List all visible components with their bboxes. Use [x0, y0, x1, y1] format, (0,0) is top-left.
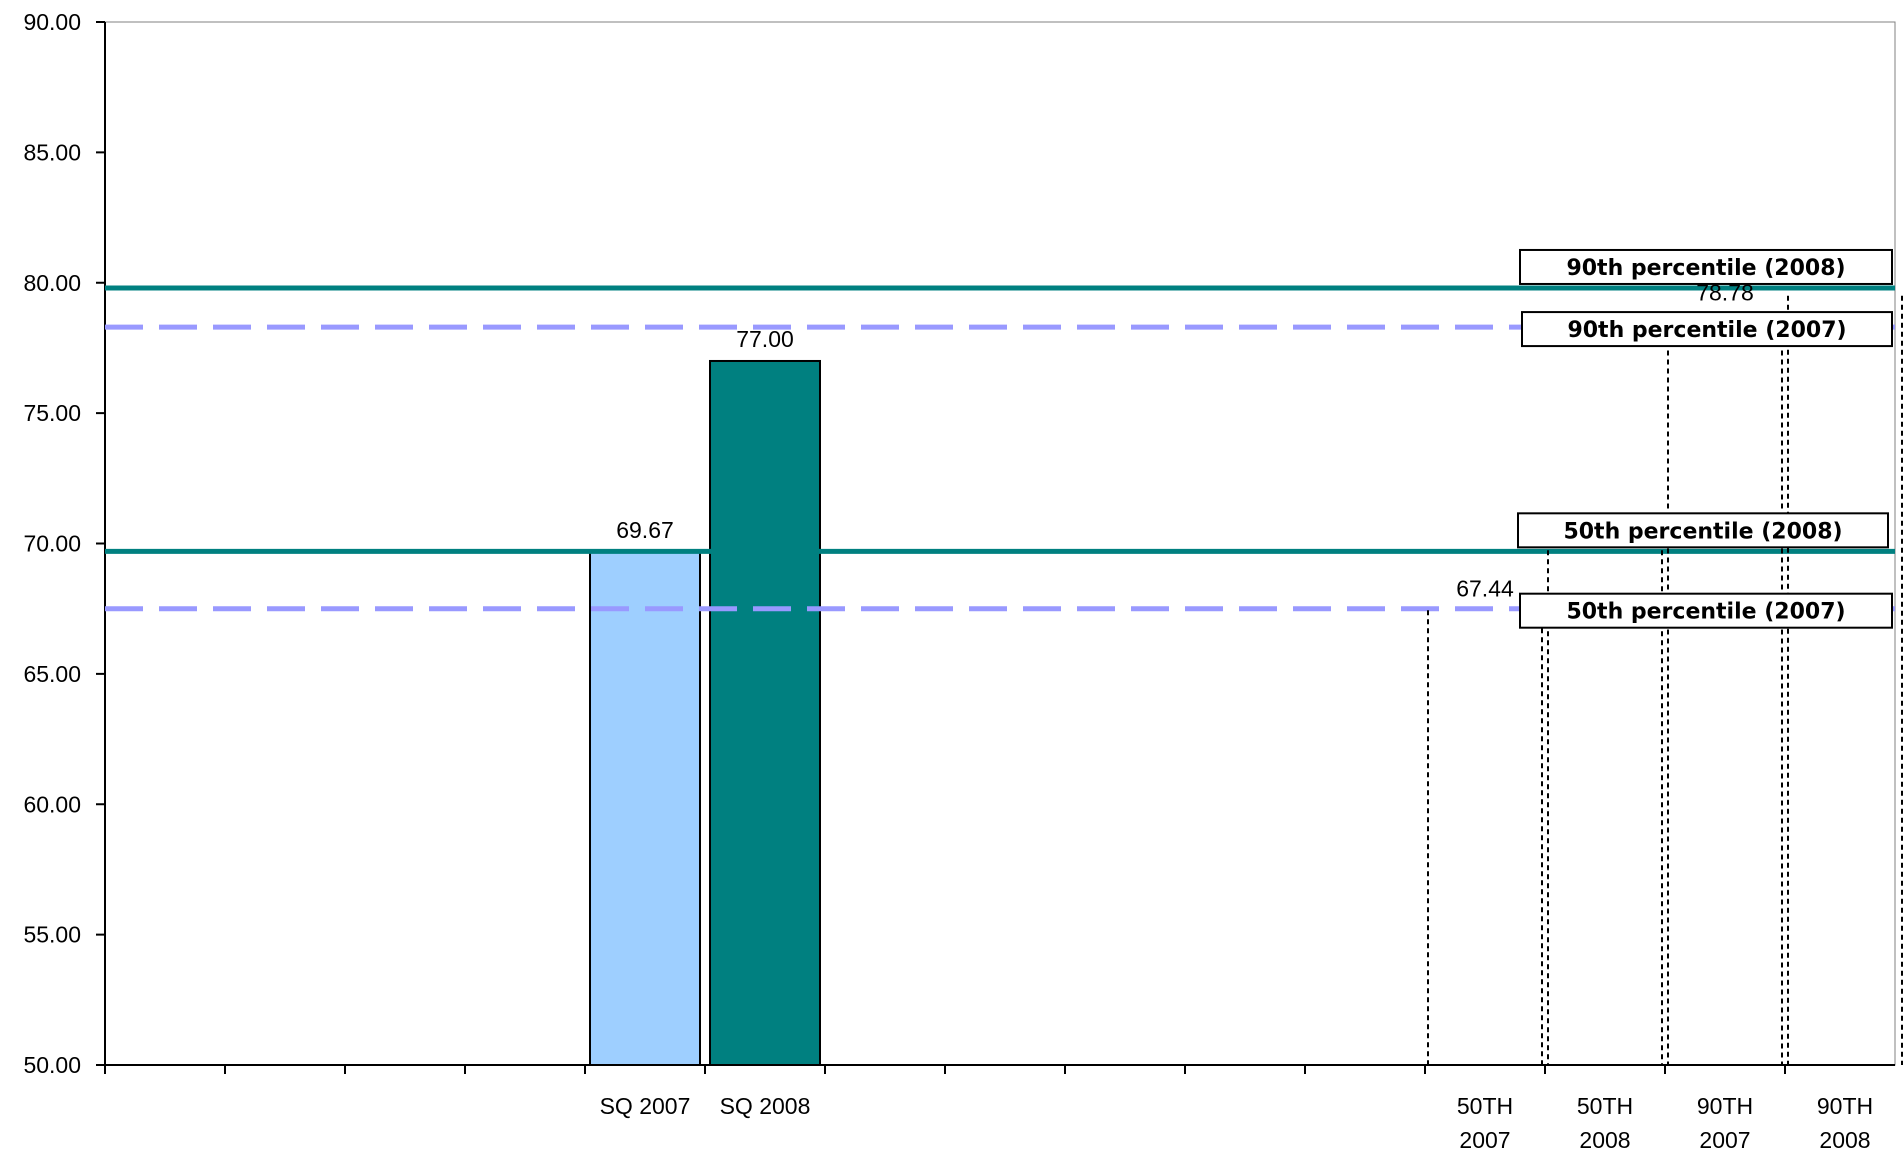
x-category-label: 2007 — [1699, 1127, 1750, 1153]
x-category-label: 2007 — [1459, 1127, 1510, 1153]
y-tick-label: 65.00 — [23, 661, 81, 687]
bar-value-label: 69.67 — [616, 517, 674, 543]
percentile-value-label: 67.44 — [1456, 575, 1514, 601]
x-category-label: 50TH — [1577, 1093, 1633, 1119]
reference-label-box — [1519, 248, 1893, 285]
x-category-label: 90TH — [1697, 1093, 1753, 1119]
x-category-label: SQ 2008 — [720, 1093, 811, 1119]
y-tick-label: 60.00 — [23, 791, 81, 817]
reference-line-label: 90th percentile (2007) — [1567, 318, 1846, 343]
y-tick-label: 85.00 — [23, 139, 81, 165]
x-category-label: 2008 — [1579, 1127, 1630, 1153]
bar-sq-2007 — [589, 551, 701, 1066]
y-tick-label: 50.00 — [23, 1052, 81, 1078]
y-tick-label: 70.00 — [23, 531, 81, 557]
x-category-label: 2008 — [1819, 1127, 1870, 1153]
y-tick-label: 90.00 — [23, 9, 81, 35]
reference-line-label: 50th percentile (2007) — [1566, 600, 1845, 625]
y-tick-label: 80.00 — [23, 270, 81, 296]
reference-label-box — [1517, 512, 1889, 549]
bar-value-label: 77.00 — [736, 326, 794, 352]
x-category-label: SQ 2007 — [600, 1093, 691, 1119]
reference-line-label: 90th percentile (2008) — [1566, 256, 1845, 281]
x-category-label: 90TH — [1817, 1093, 1873, 1119]
y-tick-label: 75.00 — [23, 400, 81, 426]
bar-sq-2008 — [709, 359, 821, 1067]
reference-line-label: 50th percentile (2008) — [1563, 519, 1842, 544]
reference-label-box — [1519, 592, 1893, 629]
reference-label-box — [1521, 311, 1893, 348]
x-category-label: 50TH — [1457, 1093, 1513, 1119]
y-tick-label: 55.00 — [23, 922, 81, 948]
